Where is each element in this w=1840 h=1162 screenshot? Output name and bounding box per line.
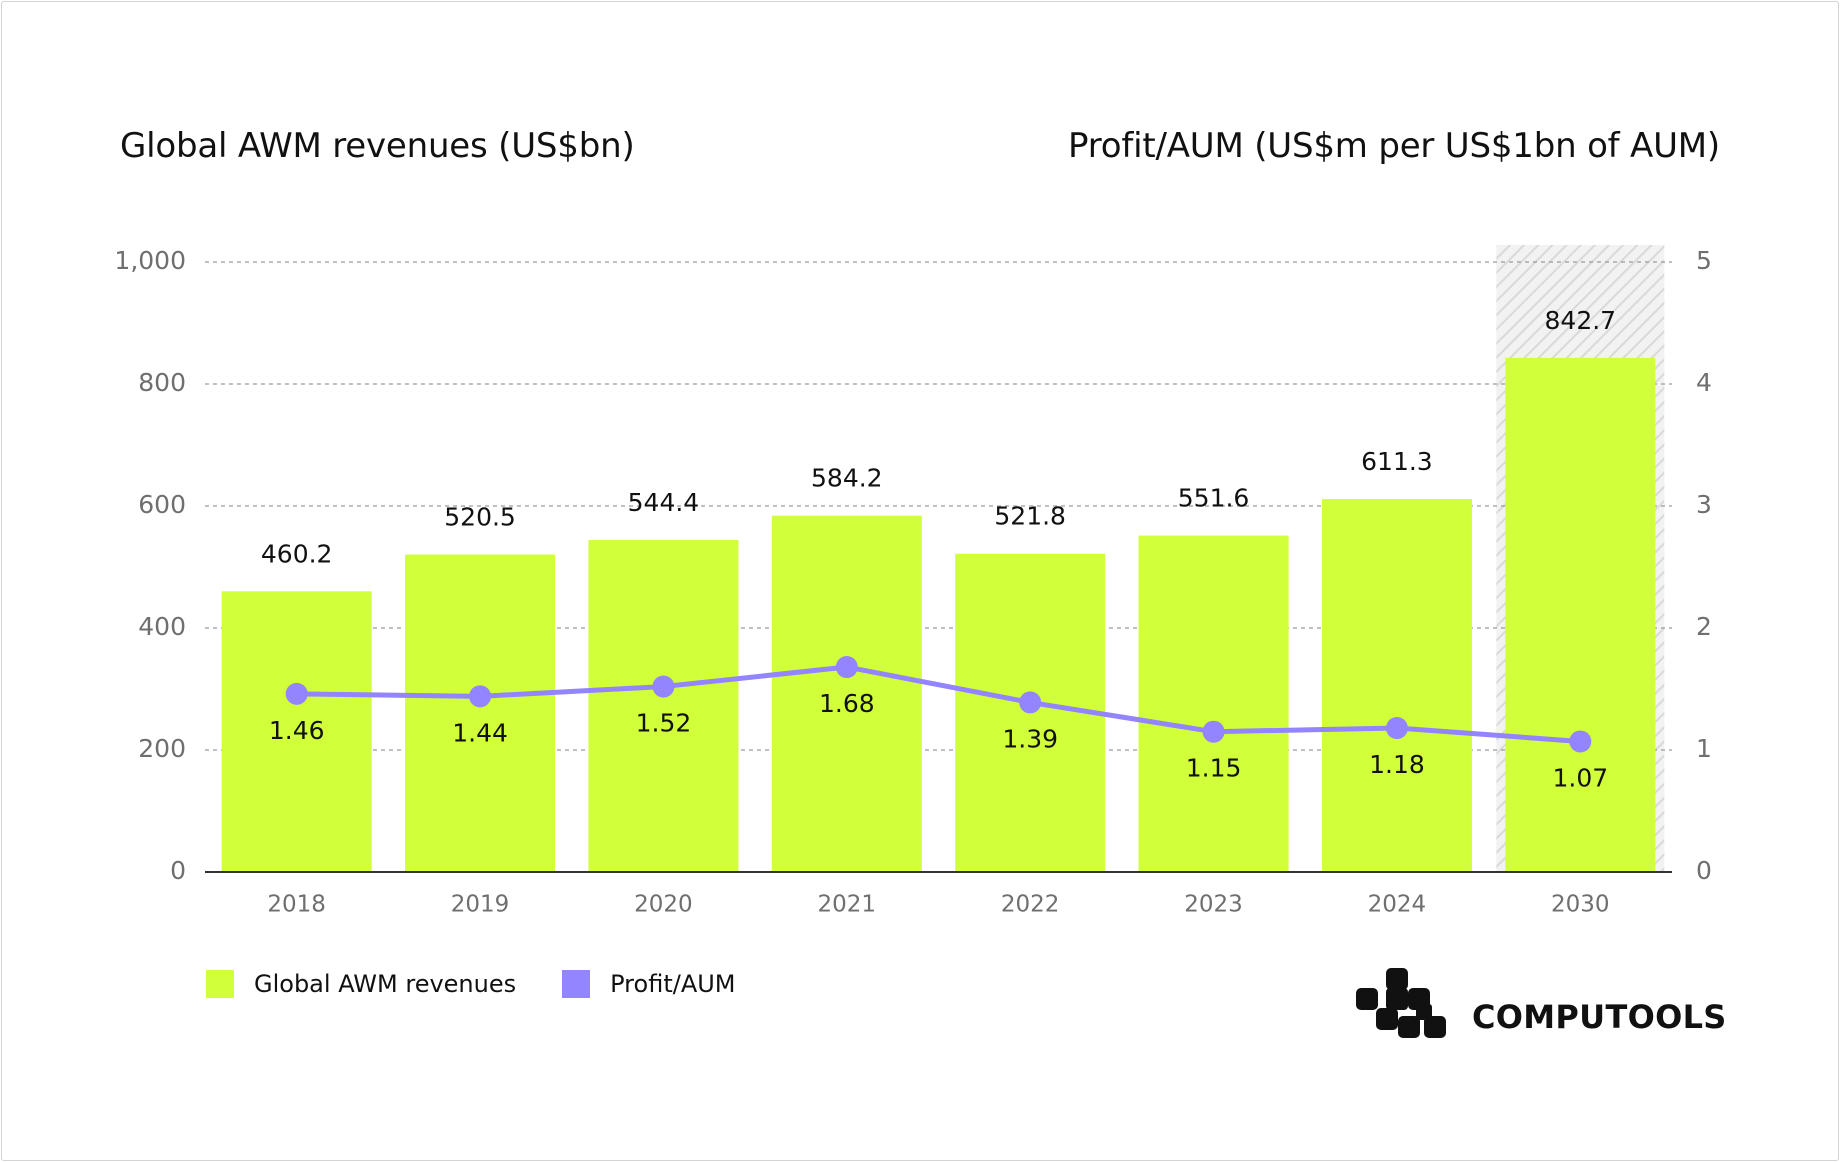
profit-point-label: 1.15 — [1186, 754, 1242, 783]
right-axis-tick-label: 4 — [1696, 368, 1712, 397]
profit-point — [1202, 720, 1225, 743]
profit-point-label: 1.07 — [1552, 763, 1608, 792]
revenue-bar — [1505, 357, 1656, 872]
profit-point-label: 1.46 — [269, 716, 325, 745]
revenue-bar — [771, 515, 922, 872]
right-axis-tick-label: 3 — [1696, 490, 1712, 519]
legend-label-profit: Profit/AUM — [610, 970, 736, 998]
revenue-bar-label: 460.2 — [261, 539, 333, 568]
x-axis-tick-label: 2030 — [1551, 892, 1610, 918]
legend-swatch-profit — [562, 970, 591, 998]
profit-point — [1385, 717, 1408, 740]
profit-point-label: 1.68 — [819, 689, 875, 718]
revenue-bar — [1138, 535, 1289, 872]
x-axis-tick-label: 2019 — [451, 892, 510, 918]
legend-label-revenues: Global AWM revenues — [254, 970, 517, 998]
profit-point — [469, 685, 492, 708]
left-axis-tick-label: 800 — [138, 368, 186, 397]
legend-swatch-revenues — [206, 970, 234, 998]
left-axis-tick-label: 200 — [138, 734, 186, 763]
profit-point-label: 1.52 — [636, 709, 692, 738]
profit-point — [1019, 691, 1042, 714]
legend: Global AWM revenues Profit/AUM — [206, 970, 782, 998]
computools-logo-icon — [1356, 968, 1446, 1038]
profit-line — [294, 664, 1583, 744]
revenue-bar-label: 551.6 — [1178, 484, 1250, 513]
brand-name: COMPUTOOLS — [1472, 998, 1727, 1036]
revenue-bar-label: 584.2 — [811, 464, 883, 493]
x-axis-tick-label: 2024 — [1368, 892, 1427, 918]
right-axis-tick-label: 1 — [1696, 734, 1712, 763]
x-axis-tick-label: 2021 — [818, 892, 877, 918]
right-axis-title: Profit/AUM (US$m per US$1bn of AUM) — [1068, 126, 1720, 166]
revenue-bar-label: 842.7 — [1545, 306, 1617, 335]
profit-point-label: 1.44 — [452, 718, 508, 747]
left-axis-tick-label: 1,000 — [114, 246, 186, 275]
profit-point — [652, 675, 675, 698]
x-axis-tick-label: 2023 — [1184, 892, 1243, 918]
left-axis-title: Global AWM revenues (US$bn) — [120, 126, 635, 166]
revenue-bar-label: 611.3 — [1361, 447, 1433, 476]
right-axis-tick-label: 0 — [1696, 856, 1712, 885]
left-axis-tick-label: 0 — [170, 856, 186, 885]
left-axis-tick-label: 400 — [138, 612, 186, 641]
revenue-bar — [588, 539, 739, 872]
revenue-bar — [1321, 499, 1472, 872]
legend-item-revenues: Global AWM revenues — [206, 970, 516, 998]
revenue-bar-label: 544.4 — [628, 488, 700, 517]
revenue-bar-label: 521.8 — [994, 502, 1066, 531]
profit-point — [835, 656, 858, 679]
revenue-bar-label: 520.5 — [444, 502, 516, 531]
revenue-bar — [221, 591, 372, 872]
right-axis-tick-label: 5 — [1696, 246, 1712, 275]
left-axis-tick-label: 600 — [138, 490, 186, 519]
x-axis-tick-label: 2018 — [267, 892, 326, 918]
right-axis-tick-label: 2 — [1696, 612, 1712, 641]
revenue-bar — [405, 554, 556, 872]
x-axis-tick-label: 2022 — [1001, 892, 1060, 918]
x-axis-tick-label: 2020 — [634, 892, 693, 918]
legend-item-profit: Profit/AUM — [562, 970, 736, 998]
brand: COMPUTOOLS — [1356, 968, 1727, 1040]
profit-point-label: 1.18 — [1369, 750, 1425, 779]
profit-point — [285, 682, 308, 705]
profit-point — [1569, 730, 1592, 753]
profit-point-label: 1.39 — [1002, 724, 1058, 753]
